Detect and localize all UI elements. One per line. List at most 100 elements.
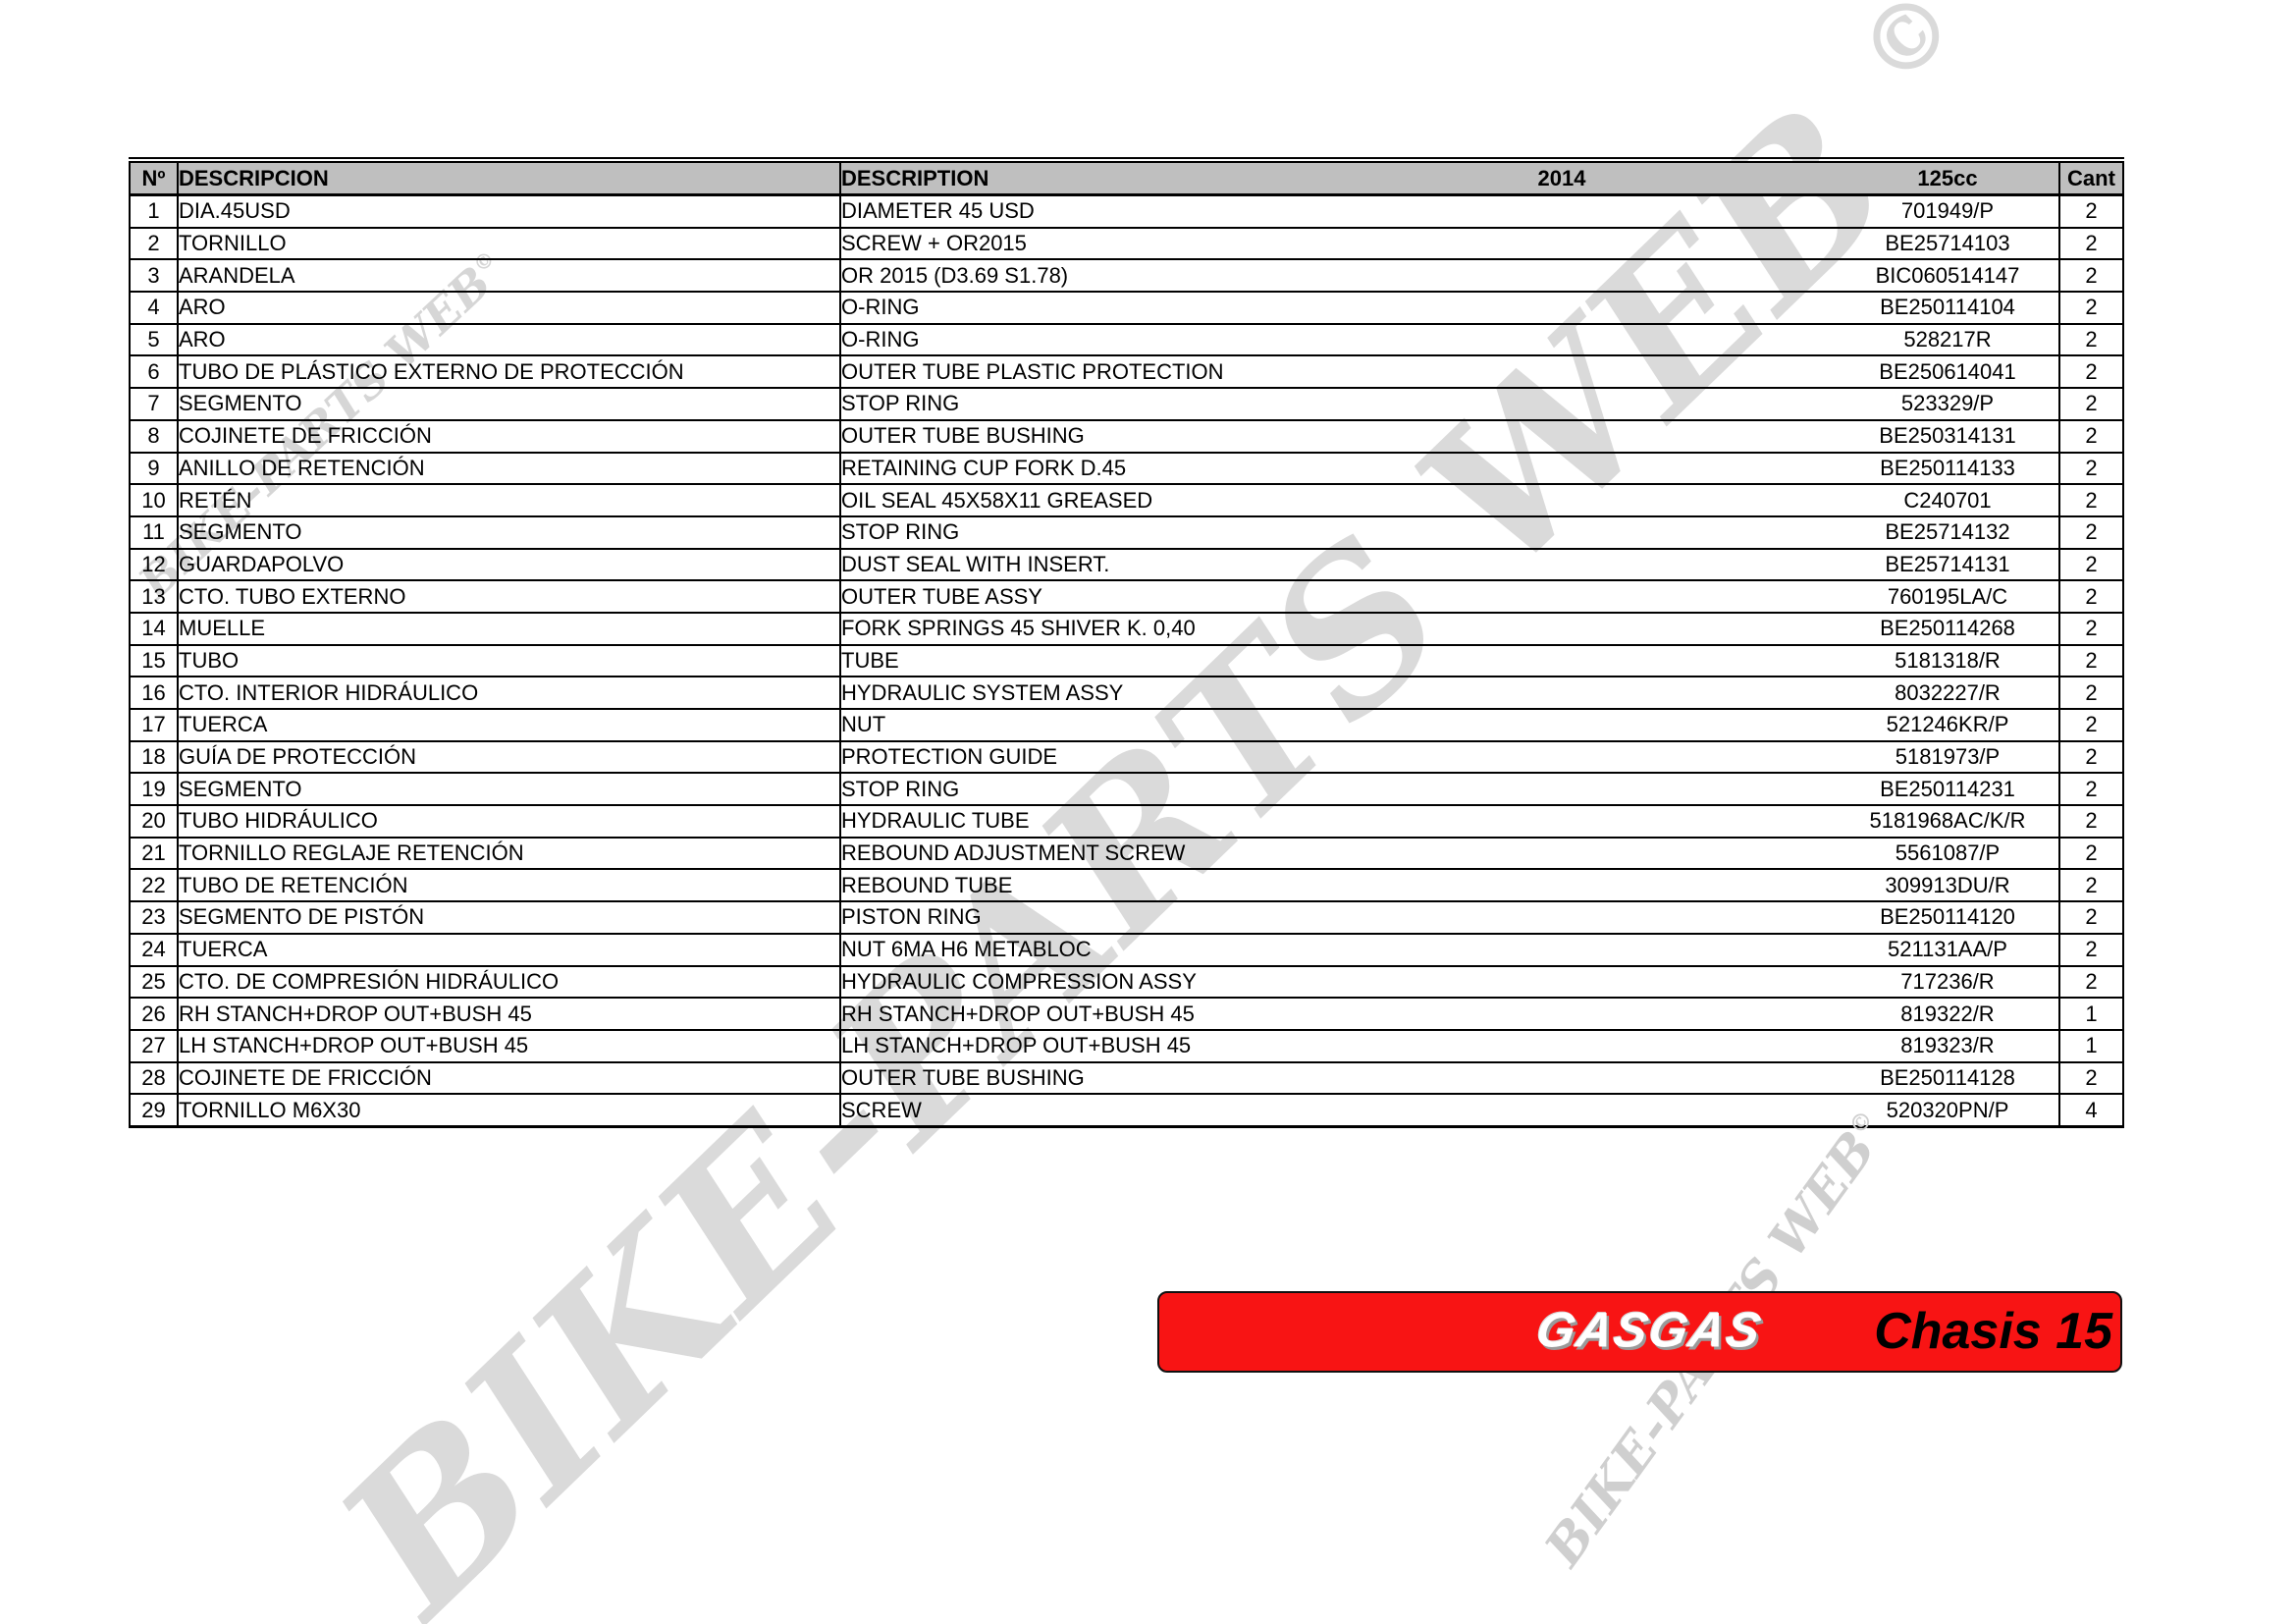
quantity-cell: 2 (2058, 227, 2123, 261)
table-row: 21 TORNILLO REGLAJE RETENCIÓN REBOUND AD… (130, 837, 2123, 871)
part-number-cell: 5 (130, 323, 179, 357)
quantity-cell: 4 (2058, 1094, 2123, 1128)
quantity-cell: 2 (2058, 292, 2123, 325)
part-number-cell: 2 (130, 227, 179, 261)
year-cell (1287, 323, 1837, 357)
part-code-cell: BE250114128 (1837, 1061, 2059, 1096)
description-es-cell: COJINETE DE FRICCIÓN (178, 1061, 841, 1096)
table-row: 11 SEGMENTO STOP RING BE25714132 2 (130, 515, 2123, 550)
year-cell (1287, 740, 1837, 775)
year-cell (1287, 933, 1837, 967)
quantity-cell: 2 (2058, 933, 2123, 967)
description-es-cell: SEGMENTO DE PISTÓN (178, 901, 841, 935)
header-descripcion: DESCRIPCION (178, 160, 841, 196)
quantity-cell: 2 (2058, 837, 2123, 871)
table-row: 26 RH STANCH+DROP OUT+BUSH 45 RH STANCH+… (130, 998, 2123, 1031)
part-number-cell: 3 (130, 259, 179, 294)
part-number-cell: 27 (130, 1029, 179, 1063)
part-number-cell: 29 (130, 1094, 179, 1128)
quantity-cell: 2 (2058, 419, 2123, 454)
description-en-cell: HYDRAULIC TUBE (840, 805, 1287, 839)
part-number-cell: 1 (130, 194, 179, 229)
description-en-cell: NUT (840, 709, 1287, 742)
year-cell (1287, 869, 1837, 903)
part-number-cell: 28 (130, 1061, 179, 1096)
part-number-cell: 18 (130, 740, 179, 775)
description-es-cell: TORNILLO (178, 227, 841, 261)
part-code-cell: 5181968AC/K/R (1837, 805, 2059, 839)
description-en-cell: OUTER TUBE ASSY (840, 580, 1287, 614)
part-number-cell: 17 (130, 709, 179, 742)
part-code-cell: 520320PN/P (1837, 1094, 2059, 1128)
part-code-cell: BE25714131 (1837, 548, 2059, 582)
table-row: 20 TUBO HIDRÁULICO HYDRAULIC TUBE 518196… (130, 805, 2123, 839)
year-cell (1287, 901, 1837, 935)
description-en-cell: SCREW + OR2015 (840, 227, 1287, 261)
parts-table-header: Nº DESCRIPCION DESCRIPTION 2014 125cc Ca… (130, 160, 2123, 196)
part-code-cell: 528217R (1837, 323, 2059, 357)
description-es-cell: ANILLO DE RETENCIÓN (178, 452, 841, 486)
description-es-cell: RH STANCH+DROP OUT+BUSH 45 (178, 998, 841, 1031)
part-number-cell: 8 (130, 419, 179, 454)
part-number-cell: 21 (130, 837, 179, 871)
quantity-cell: 2 (2058, 515, 2123, 550)
year-cell (1287, 452, 1837, 486)
table-row: 17 TUERCA NUT 521246KR/P 2 (130, 709, 2123, 742)
part-number-cell: 6 (130, 355, 179, 390)
year-cell (1287, 227, 1837, 261)
part-code-cell: 5181318/R (1837, 644, 2059, 678)
part-code-cell: 521131AA/P (1837, 933, 2059, 967)
year-cell (1287, 1061, 1837, 1096)
description-en-cell: OUTER TUBE BUSHING (840, 419, 1287, 454)
quantity-cell: 2 (2058, 709, 2123, 742)
part-number-cell: 13 (130, 580, 179, 614)
year-cell (1287, 709, 1837, 742)
quantity-cell: 1 (2058, 1029, 2123, 1063)
part-code-cell: 819322/R (1837, 998, 2059, 1031)
year-cell (1287, 515, 1837, 550)
year-cell (1287, 1029, 1837, 1063)
part-code-cell: 5181973/P (1837, 740, 2059, 775)
part-code-cell: C240701 (1837, 484, 2059, 517)
description-en-cell: FORK SPRINGS 45 SHIVER K. 0,40 (840, 612, 1287, 646)
part-code-cell: 717236/R (1837, 965, 2059, 1000)
description-es-cell: CTO. TUBO EXTERNO (178, 580, 841, 614)
header-model-125cc: 125cc (1837, 160, 2059, 196)
table-row: 6 TUBO DE PLÁSTICO EXTERNO DE PROTECCIÓN… (130, 355, 2123, 390)
quantity-cell: 2 (2058, 805, 2123, 839)
table-row: 5 ARO O-RING 528217R 2 (130, 323, 2123, 357)
quantity-cell: 2 (2058, 323, 2123, 357)
part-code-cell: BIC060514147 (1837, 259, 2059, 294)
part-code-cell: 760195LA/C (1837, 580, 2059, 614)
part-number-cell: 26 (130, 998, 179, 1031)
year-cell (1287, 837, 1837, 871)
table-row: 18 GUÍA DE PROTECCIÓN PROTECTION GUIDE 5… (130, 740, 2123, 775)
description-es-cell: SEGMENTO (178, 773, 841, 807)
description-es-cell: ARO (178, 292, 841, 325)
year-cell (1287, 998, 1837, 1031)
part-number-cell: 20 (130, 805, 179, 839)
year-cell (1287, 1094, 1837, 1128)
part-code-cell: BE250114133 (1837, 452, 2059, 486)
part-number-cell: 23 (130, 901, 179, 935)
description-es-cell: TUERCA (178, 933, 841, 967)
year-cell (1287, 773, 1837, 807)
part-code-cell: BE250114104 (1837, 292, 2059, 325)
quantity-cell: 2 (2058, 612, 2123, 646)
table-row: 9 ANILLO DE RETENCIÓN RETAINING CUP FORK… (130, 452, 2123, 486)
description-es-cell: GUÍA DE PROTECCIÓN (178, 740, 841, 775)
description-en-cell: SCREW (840, 1094, 1287, 1128)
part-code-cell: BE250114231 (1837, 773, 2059, 807)
description-en-cell: NUT 6MA H6 METABLOC (840, 933, 1287, 967)
table-row: 24 TUERCA NUT 6MA H6 METABLOC 521131AA/P… (130, 933, 2123, 967)
table-row: 3 ARANDELA OR 2015 (D3.69 S1.78) BIC0605… (130, 259, 2123, 294)
quantity-cell: 2 (2058, 965, 2123, 1000)
part-code-cell: 5561087/P (1837, 837, 2059, 871)
description-en-cell: O-RING (840, 323, 1287, 357)
quantity-cell: 2 (2058, 1061, 2123, 1096)
description-en-cell: RH STANCH+DROP OUT+BUSH 45 (840, 998, 1287, 1031)
quantity-cell: 2 (2058, 548, 2123, 582)
description-en-cell: PISTON RING (840, 901, 1287, 935)
description-es-cell: COJINETE DE FRICCIÓN (178, 419, 841, 454)
